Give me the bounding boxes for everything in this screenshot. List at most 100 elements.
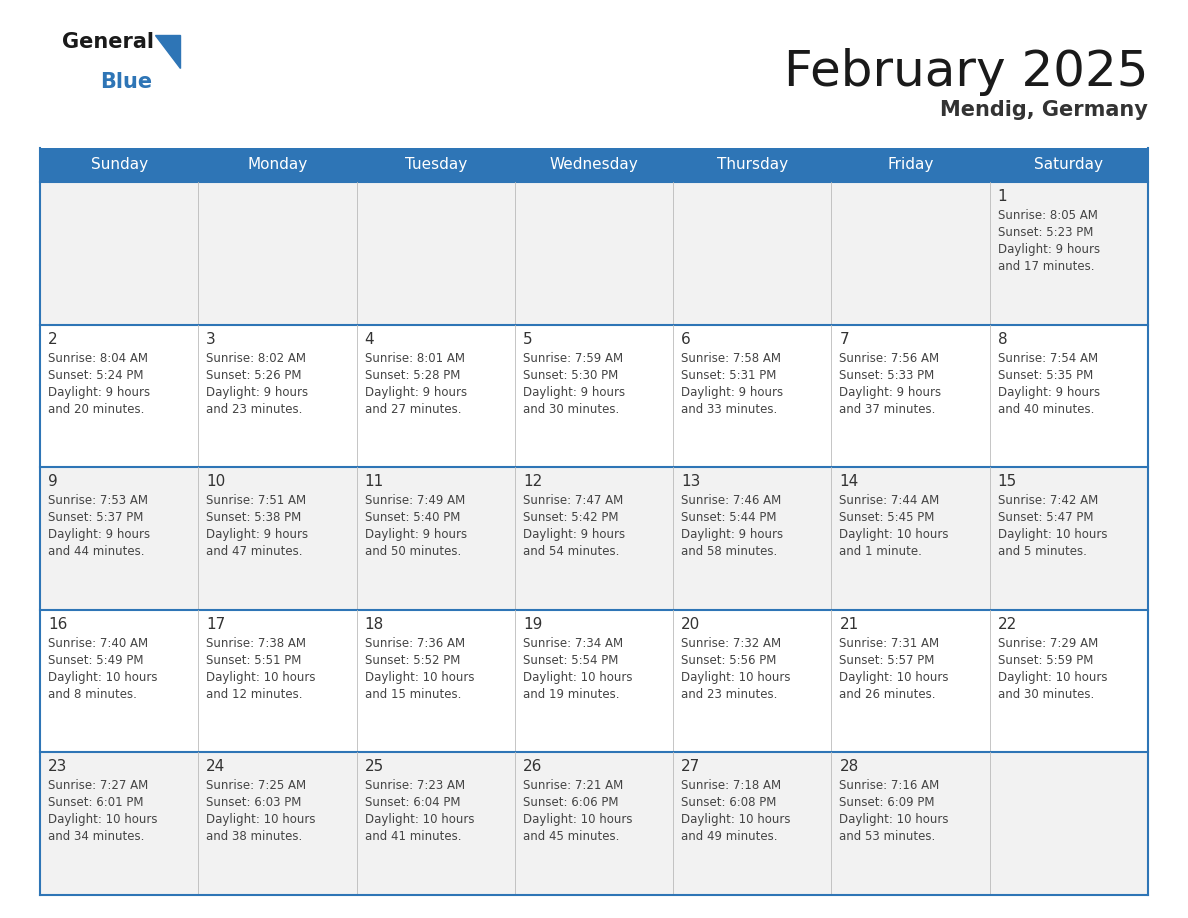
Bar — [832, 325, 990, 467]
Text: Sunrise: 8:01 AM: Sunrise: 8:01 AM — [365, 352, 465, 364]
Text: 16: 16 — [48, 617, 68, 632]
Text: 27: 27 — [681, 759, 701, 775]
Text: Daylight: 10 hours: Daylight: 10 hours — [523, 813, 632, 826]
Text: and 41 minutes.: and 41 minutes. — [365, 831, 461, 844]
Bar — [674, 610, 832, 753]
Bar — [356, 182, 514, 325]
Text: and 54 minutes.: and 54 minutes. — [523, 545, 619, 558]
Text: Sunset: 5:54 PM: Sunset: 5:54 PM — [523, 654, 618, 666]
Text: Sunrise: 7:27 AM: Sunrise: 7:27 AM — [48, 779, 148, 792]
Text: and 27 minutes.: and 27 minutes. — [365, 403, 461, 416]
Text: 21: 21 — [840, 617, 859, 632]
Text: Sunrise: 7:40 AM: Sunrise: 7:40 AM — [48, 637, 148, 650]
Bar — [40, 753, 198, 895]
Text: 13: 13 — [681, 475, 701, 489]
Text: and 30 minutes.: and 30 minutes. — [523, 403, 619, 416]
Bar — [356, 753, 514, 895]
Text: Sunset: 5:33 PM: Sunset: 5:33 PM — [840, 369, 935, 382]
Text: Sunset: 6:06 PM: Sunset: 6:06 PM — [523, 797, 619, 810]
Text: Daylight: 9 hours: Daylight: 9 hours — [998, 243, 1100, 256]
Text: Daylight: 10 hours: Daylight: 10 hours — [207, 671, 316, 684]
Text: Sunrise: 7:32 AM: Sunrise: 7:32 AM — [681, 637, 782, 650]
Bar — [832, 467, 990, 610]
Bar — [514, 610, 674, 753]
Text: 3: 3 — [207, 331, 216, 347]
Bar — [832, 610, 990, 753]
Bar — [198, 610, 356, 753]
Text: Sunrise: 8:05 AM: Sunrise: 8:05 AM — [998, 209, 1098, 222]
Text: Monday: Monday — [247, 158, 308, 173]
Text: Sunset: 5:38 PM: Sunset: 5:38 PM — [207, 511, 302, 524]
Text: Daylight: 10 hours: Daylight: 10 hours — [207, 813, 316, 826]
Bar — [990, 182, 1148, 325]
Text: 7: 7 — [840, 331, 849, 347]
Text: 17: 17 — [207, 617, 226, 632]
Bar — [832, 148, 990, 182]
Text: Sunset: 5:28 PM: Sunset: 5:28 PM — [365, 369, 460, 382]
Text: Sunrise: 8:02 AM: Sunrise: 8:02 AM — [207, 352, 307, 364]
Text: Sunset: 5:45 PM: Sunset: 5:45 PM — [840, 511, 935, 524]
Bar — [198, 325, 356, 467]
Text: Sunset: 5:57 PM: Sunset: 5:57 PM — [840, 654, 935, 666]
Bar — [198, 182, 356, 325]
Bar — [356, 610, 514, 753]
Text: Sunrise: 7:59 AM: Sunrise: 7:59 AM — [523, 352, 623, 364]
Text: Daylight: 10 hours: Daylight: 10 hours — [681, 671, 791, 684]
Text: 23: 23 — [48, 759, 68, 775]
Text: Sunset: 6:09 PM: Sunset: 6:09 PM — [840, 797, 935, 810]
Text: 26: 26 — [523, 759, 542, 775]
Text: Daylight: 9 hours: Daylight: 9 hours — [681, 528, 783, 542]
Text: 1: 1 — [998, 189, 1007, 204]
Bar — [514, 467, 674, 610]
Text: Daylight: 9 hours: Daylight: 9 hours — [365, 386, 467, 398]
Text: and 19 minutes.: and 19 minutes. — [523, 688, 619, 700]
Bar — [514, 148, 674, 182]
Text: Daylight: 10 hours: Daylight: 10 hours — [840, 813, 949, 826]
Bar — [990, 467, 1148, 610]
Text: Daylight: 9 hours: Daylight: 9 hours — [207, 386, 309, 398]
Text: and 8 minutes.: and 8 minutes. — [48, 688, 137, 700]
Text: Daylight: 10 hours: Daylight: 10 hours — [365, 813, 474, 826]
Text: and 47 minutes.: and 47 minutes. — [207, 545, 303, 558]
Text: Sunrise: 7:47 AM: Sunrise: 7:47 AM — [523, 494, 624, 508]
Text: 22: 22 — [998, 617, 1017, 632]
Text: Mendig, Germany: Mendig, Germany — [940, 100, 1148, 120]
Bar — [198, 753, 356, 895]
Text: and 45 minutes.: and 45 minutes. — [523, 831, 619, 844]
Text: and 37 minutes.: and 37 minutes. — [840, 403, 936, 416]
Text: Daylight: 10 hours: Daylight: 10 hours — [48, 671, 158, 684]
Text: Sunrise: 7:42 AM: Sunrise: 7:42 AM — [998, 494, 1098, 508]
Text: and 50 minutes.: and 50 minutes. — [365, 545, 461, 558]
Text: Sunset: 5:24 PM: Sunset: 5:24 PM — [48, 369, 144, 382]
Text: 2: 2 — [48, 331, 58, 347]
Text: Daylight: 9 hours: Daylight: 9 hours — [523, 386, 625, 398]
Text: Daylight: 9 hours: Daylight: 9 hours — [48, 528, 150, 542]
Text: Sunset: 5:30 PM: Sunset: 5:30 PM — [523, 369, 618, 382]
Text: Daylight: 10 hours: Daylight: 10 hours — [681, 813, 791, 826]
Text: 6: 6 — [681, 331, 691, 347]
Text: Blue: Blue — [100, 72, 152, 92]
Text: Daylight: 10 hours: Daylight: 10 hours — [998, 528, 1107, 542]
Text: Daylight: 9 hours: Daylight: 9 hours — [998, 386, 1100, 398]
Text: 4: 4 — [365, 331, 374, 347]
Text: 20: 20 — [681, 617, 701, 632]
Text: and 23 minutes.: and 23 minutes. — [207, 403, 303, 416]
Text: 19: 19 — [523, 617, 542, 632]
Text: Sunset: 6:03 PM: Sunset: 6:03 PM — [207, 797, 302, 810]
Bar — [356, 148, 514, 182]
Text: Sunrise: 7:53 AM: Sunrise: 7:53 AM — [48, 494, 148, 508]
Bar — [674, 325, 832, 467]
Text: and 26 minutes.: and 26 minutes. — [840, 688, 936, 700]
Text: Sunrise: 7:21 AM: Sunrise: 7:21 AM — [523, 779, 624, 792]
Text: Tuesday: Tuesday — [405, 158, 467, 173]
Bar — [514, 753, 674, 895]
Text: Sunset: 5:59 PM: Sunset: 5:59 PM — [998, 654, 1093, 666]
Polygon shape — [154, 35, 181, 68]
Bar — [990, 610, 1148, 753]
Text: Sunrise: 7:46 AM: Sunrise: 7:46 AM — [681, 494, 782, 508]
Text: and 15 minutes.: and 15 minutes. — [365, 688, 461, 700]
Text: Sunset: 5:52 PM: Sunset: 5:52 PM — [365, 654, 460, 666]
Text: Sunrise: 7:58 AM: Sunrise: 7:58 AM — [681, 352, 782, 364]
Bar — [40, 610, 198, 753]
Bar — [198, 467, 356, 610]
